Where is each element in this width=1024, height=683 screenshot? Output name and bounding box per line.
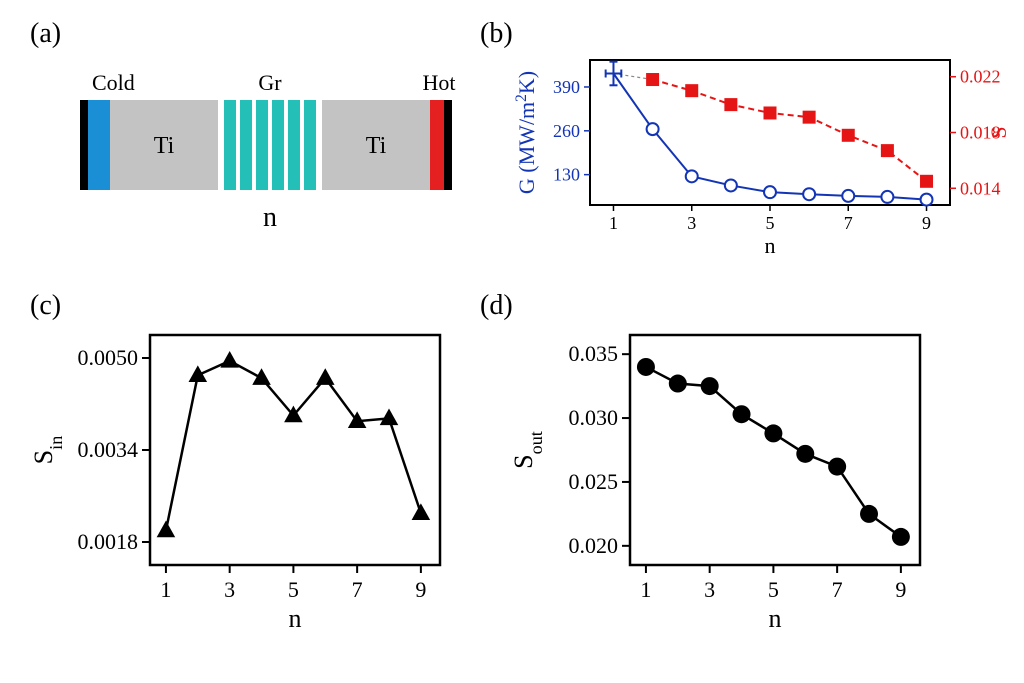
svg-text:0.022: 0.022 xyxy=(960,67,1001,87)
svg-text:n: n xyxy=(263,202,277,233)
svg-text:5: 5 xyxy=(288,577,299,602)
svg-text:130: 130 xyxy=(553,165,580,185)
svg-text:0.0034: 0.0034 xyxy=(78,437,139,462)
svg-text:9: 9 xyxy=(895,577,906,602)
svg-text:7: 7 xyxy=(832,577,843,602)
svg-text:Cold: Cold xyxy=(92,70,135,95)
svg-text:5: 5 xyxy=(768,577,779,602)
svg-text:0.020: 0.020 xyxy=(569,533,619,558)
svg-text:Sin: Sin xyxy=(29,436,66,465)
svg-text:390: 390 xyxy=(553,77,580,97)
svg-text:3: 3 xyxy=(687,213,696,233)
svg-text:1: 1 xyxy=(640,577,651,602)
svg-text:9: 9 xyxy=(415,577,426,602)
svg-text:Ti: Ti xyxy=(154,133,175,159)
svg-text:7: 7 xyxy=(352,577,363,602)
svg-text:Gr: Gr xyxy=(258,70,282,95)
svg-text:G (MW/m2K): G (MW/m2K) xyxy=(513,71,540,194)
svg-text:n: n xyxy=(289,604,302,633)
svg-text:n: n xyxy=(769,604,782,633)
svg-text:S: S xyxy=(986,126,1010,138)
svg-text:0.014: 0.014 xyxy=(960,178,1001,198)
svg-text:1: 1 xyxy=(609,213,618,233)
svg-text:Sout: Sout xyxy=(509,431,546,469)
svg-text:1: 1 xyxy=(160,577,171,602)
svg-text:n: n xyxy=(765,233,776,258)
svg-text:260: 260 xyxy=(553,121,580,141)
svg-text:0.035: 0.035 xyxy=(569,341,619,366)
svg-text:0.025: 0.025 xyxy=(569,469,619,494)
svg-text:3: 3 xyxy=(224,577,235,602)
panel-a-schematic: Cold Ti Gr n Ti Hot xyxy=(40,20,470,260)
svg-text:Hot: Hot xyxy=(423,70,456,95)
panel-c-chart: 1 3 5 7 9 n 0.0018 0.0034 0.0050 Sin xyxy=(20,305,480,665)
svg-text:0.0050: 0.0050 xyxy=(78,345,139,370)
svg-text:0.030: 0.030 xyxy=(569,405,619,430)
svg-text:9: 9 xyxy=(922,213,931,233)
panel-b-chart: 13579n130260390G (MW/m2K)0.0140.0180.022… xyxy=(510,30,1010,270)
svg-text:3: 3 xyxy=(704,577,715,602)
panel-d-chart: 1 3 5 7 9 n 0.020 0.025 0.030 0.035 Sout xyxy=(500,305,1000,665)
svg-text:5: 5 xyxy=(766,213,775,233)
svg-text:0.0018: 0.0018 xyxy=(78,529,139,554)
svg-text:7: 7 xyxy=(844,213,853,233)
svg-text:Ti: Ti xyxy=(366,133,387,159)
panel-label-b: (b) xyxy=(480,18,513,50)
